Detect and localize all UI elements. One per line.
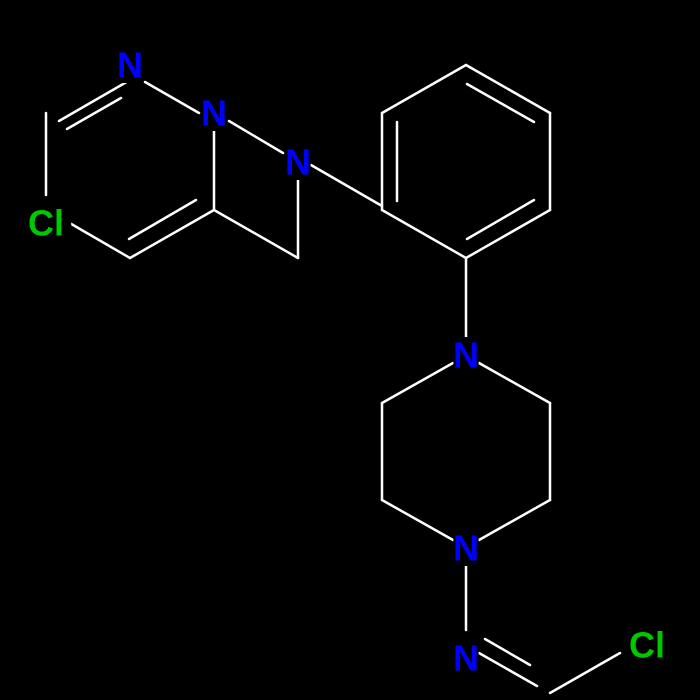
bond <box>467 84 534 122</box>
bond <box>479 500 550 540</box>
bond <box>130 210 214 258</box>
bond <box>382 363 453 403</box>
atom-label-n: N <box>117 45 143 86</box>
bond <box>59 80 130 121</box>
bond <box>466 210 550 258</box>
bond <box>129 200 196 239</box>
bond <box>311 165 382 206</box>
molecule-structure: N Cl N N N N N Cl <box>0 0 700 700</box>
atom-label-n: N <box>453 528 479 569</box>
atom-label-n: N <box>285 142 311 183</box>
bond <box>61 218 130 258</box>
bond <box>382 210 466 258</box>
bond <box>229 121 283 153</box>
bond <box>466 65 550 113</box>
bond <box>382 500 453 540</box>
atom-label-n: N <box>453 335 479 376</box>
atom-label-cl: Cl <box>28 203 64 244</box>
bond <box>550 653 620 693</box>
atom-label-n: N <box>453 638 479 679</box>
bond <box>145 82 199 113</box>
bond <box>467 200 534 239</box>
atom-label-n: N <box>201 93 227 134</box>
atom-label-cl: Cl <box>629 625 665 666</box>
bond <box>214 210 298 258</box>
bond <box>479 363 550 403</box>
bond <box>479 653 537 686</box>
bond <box>382 65 466 113</box>
bond <box>67 98 121 129</box>
